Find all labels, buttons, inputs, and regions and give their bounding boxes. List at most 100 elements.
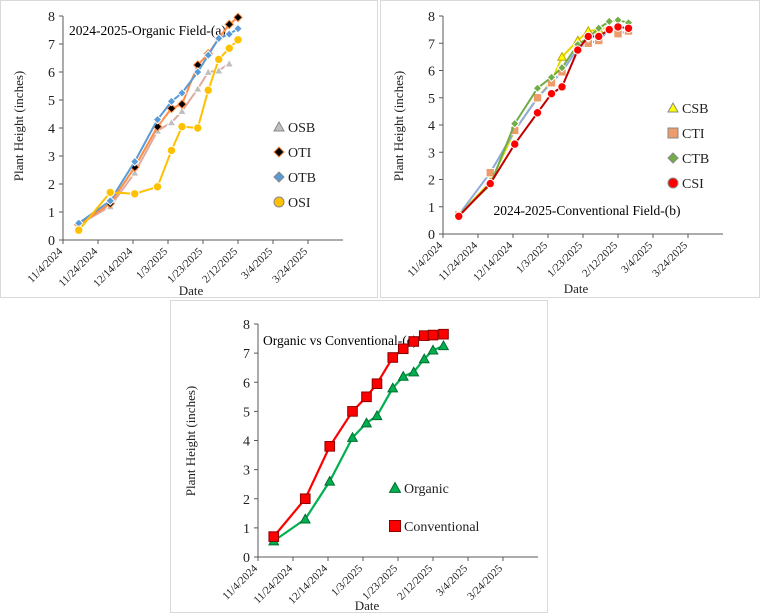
chart-panel-comparison: 0 1 2 3 4 5 6 7 8 11/4/2024 11/24/2024 12/14/2024 1/…	[170, 300, 548, 613]
x-tick-label: 1/23/2025	[545, 239, 585, 279]
y-axis-title: Plant Height (inches)	[11, 71, 26, 181]
x-tick-label: 3/24/2025	[650, 239, 690, 279]
data-point-osi	[166, 145, 177, 156]
data-point-osi	[74, 225, 84, 235]
y-tick-label: 1	[243, 522, 250, 537]
y-tick-label: 8	[243, 318, 250, 333]
y-tick-label: 6	[48, 66, 55, 81]
data-point-oti	[177, 99, 187, 110]
data-point-otb	[192, 67, 203, 77]
data-point-ctb	[509, 118, 520, 129]
data-point-organic	[397, 370, 409, 381]
y-tick-label: 6	[243, 376, 250, 391]
y-tick-label: 0	[428, 228, 435, 243]
y-tick-label: 2	[48, 178, 55, 193]
y-axis-title: Plant Height (inches)	[183, 386, 198, 496]
data-point-osb	[224, 58, 235, 68]
chart-conventional-field: 01234567811/4/202411/24/202412/14/20241/…	[391, 10, 723, 296]
legend-label-csb: CSB	[682, 102, 708, 117]
y-tick-label: 4	[243, 435, 250, 450]
data-point-osi	[214, 54, 224, 65]
y-tick-label: 8	[48, 10, 55, 25]
data-point-osi	[152, 182, 163, 192]
legend-marker-cti	[667, 127, 679, 139]
x-tick-label: 2/12/2025	[200, 245, 240, 285]
y-tick-label: 8	[428, 10, 435, 25]
chart-organic-vs-conventional: 01234567811/4/202411/24/202412/14/20241/…	[183, 318, 538, 613]
data-point-organic	[371, 409, 383, 421]
y-tick-label: 7	[428, 37, 435, 52]
data-point-otb	[177, 88, 187, 98]
y-tick-label: 6	[428, 65, 435, 80]
data-point-organic	[387, 382, 399, 393]
data-point-csi	[557, 82, 567, 92]
series-line-conventional	[272, 333, 444, 538]
data-point-csi	[623, 23, 634, 33]
legend-marker-otb	[273, 171, 285, 183]
y-tick-label: 3	[243, 464, 250, 479]
chart-title: 2024-2025-Conventional Field-(b)	[493, 203, 680, 218]
data-point-oti	[166, 103, 177, 114]
data-point-organic	[324, 475, 336, 486]
data-point-osb	[166, 117, 177, 127]
data-point-conventional	[324, 441, 336, 452]
chart-title: Organic vs Conventional-(c)	[263, 333, 417, 348]
x-tick-label: 3/24/2025	[465, 562, 505, 602]
legend-label-organic: Organic	[404, 482, 449, 497]
legend-marker-ctb	[667, 152, 679, 164]
data-point-conventional	[438, 328, 449, 340]
legend-marker-oti	[273, 146, 285, 158]
chart-panel-conventional: 0 1 2 3 4 5 6 7 8 11/4/2024 11/24/2024 12/14/2024 1/…	[380, 0, 760, 298]
data-point-osi	[105, 187, 115, 198]
data-point-conventional	[397, 343, 409, 355]
data-point-csi	[573, 45, 583, 55]
data-point-ctb	[557, 62, 567, 73]
x-axis-title: Date	[564, 281, 589, 296]
x-tick-label: 3/24/2025	[270, 245, 310, 285]
y-axis-title: Plant Height (inches)	[391, 71, 406, 181]
y-tick-label: 3	[48, 150, 55, 165]
data-point-organic	[437, 340, 450, 351]
y-tick-label: 5	[428, 92, 435, 107]
data-point-csi	[546, 88, 557, 99]
data-point-csi	[594, 31, 604, 42]
data-point-osi	[193, 123, 203, 133]
data-point-conventional	[427, 329, 439, 341]
legend-label-oti: OTI	[288, 146, 312, 161]
legend-marker-organic	[388, 481, 402, 493]
data-point-cti	[532, 93, 543, 103]
data-point-conventional	[418, 330, 430, 341]
y-tick-label: 7	[48, 38, 55, 53]
data-point-otb	[224, 29, 235, 40]
data-point-conventional	[361, 391, 372, 403]
data-point-csi	[532, 108, 543, 118]
series-line-ctb	[458, 19, 629, 216]
data-point-osb	[129, 167, 140, 177]
data-point-conventional	[299, 493, 311, 505]
y-tick-label: 5	[48, 94, 55, 109]
data-point-csi	[454, 211, 464, 221]
data-point-csi	[485, 178, 495, 189]
x-tick-label: 2/12/2025	[395, 562, 435, 602]
data-point-osi	[130, 189, 140, 199]
data-point-csi	[604, 24, 614, 35]
series-line-osi	[77, 39, 239, 231]
y-tick-label: 0	[48, 234, 55, 249]
data-point-osb	[176, 105, 188, 116]
data-point-organic	[360, 417, 373, 428]
legend-label-ctb: CTB	[682, 152, 709, 167]
data-point-oti	[224, 19, 235, 30]
data-point-organic	[427, 344, 439, 355]
series-line-csb	[458, 25, 619, 216]
data-point-conventional	[387, 352, 399, 363]
chart-panel-organic: 0 1 2 3 4 5 6 7 8 11/4/2024 11/24/2024 12/14/2024 1/…	[0, 0, 378, 298]
legend-marker-csb	[667, 101, 679, 113]
y-tick-label: 1	[428, 201, 435, 216]
data-point-otb	[129, 156, 140, 167]
data-point-conventional	[268, 531, 280, 542]
x-axis-title: Date	[179, 283, 204, 298]
data-point-organic	[346, 431, 359, 442]
legend-label-conventional: Conventional	[404, 520, 480, 535]
data-point-organic	[418, 353, 430, 364]
data-point-osb	[213, 65, 224, 75]
